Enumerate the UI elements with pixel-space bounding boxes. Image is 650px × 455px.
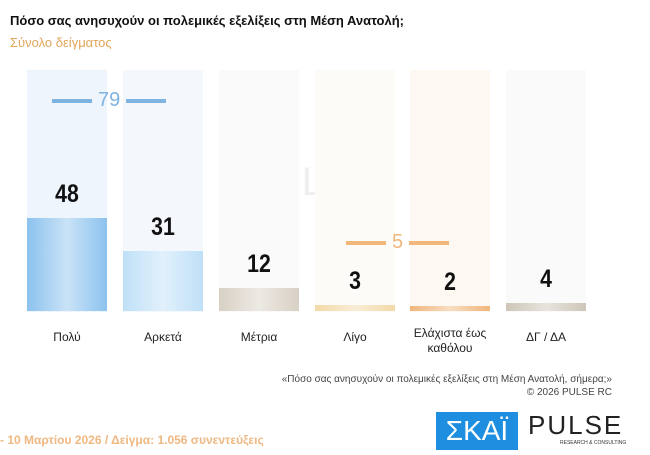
question-note: «Πόσο σας ανησυχούν οι πολεμικές εξελίξε… <box>282 373 612 399</box>
data-label: 12 <box>247 249 271 278</box>
group-total-label: 5 <box>392 231 404 253</box>
footer-info: - 10 Μαρτίου 2026 / Δείγμα: 1.056 συνεντ… <box>0 433 264 447</box>
category-label: Ελάχιστα έως καθόλου <box>413 326 487 355</box>
data-label: 2 <box>444 268 456 296</box>
bar <box>410 306 490 311</box>
skai-logo: ΣΚΑΪ <box>436 412 518 450</box>
category-label: Λίγο <box>343 330 367 344</box>
column-background <box>506 70 586 312</box>
column-background <box>315 70 395 312</box>
data-label: 4 <box>540 265 552 294</box>
data-label: 48 <box>55 179 79 208</box>
chart-subtitle: Σύνολο δείγματος <box>10 35 112 50</box>
category-label: ΔΓ / ΔΑ <box>526 330 566 344</box>
column-background <box>410 70 490 312</box>
column-background <box>219 70 299 312</box>
bar <box>315 305 395 311</box>
bar <box>123 250 203 311</box>
group-total-label: 79 <box>98 89 121 111</box>
category-label: Μέτρια <box>240 330 278 344</box>
group-total: 5 <box>346 231 450 254</box>
pulse-logo: PULSE <box>528 410 624 440</box>
bar <box>219 287 299 311</box>
group-total: 79 <box>52 89 167 112</box>
bar <box>27 217 107 311</box>
pulse-logo-tagline: RESEARCH & CONSULTING <box>560 440 627 446</box>
data-label: 3 <box>349 267 361 296</box>
bar <box>506 303 586 311</box>
copyright: © 2026 PULSE RC <box>526 387 612 398</box>
category-label: Αρκετά <box>144 330 182 344</box>
chart-title: Πόσο σας ανησυχούν οι πολεμικές εξελίξει… <box>10 13 404 28</box>
question-text: «Πόσο σας ανησυχούν οι πολεμικές εξελίξε… <box>281 374 612 385</box>
data-label: 31 <box>151 212 175 241</box>
category-label: Πολύ <box>53 330 81 344</box>
